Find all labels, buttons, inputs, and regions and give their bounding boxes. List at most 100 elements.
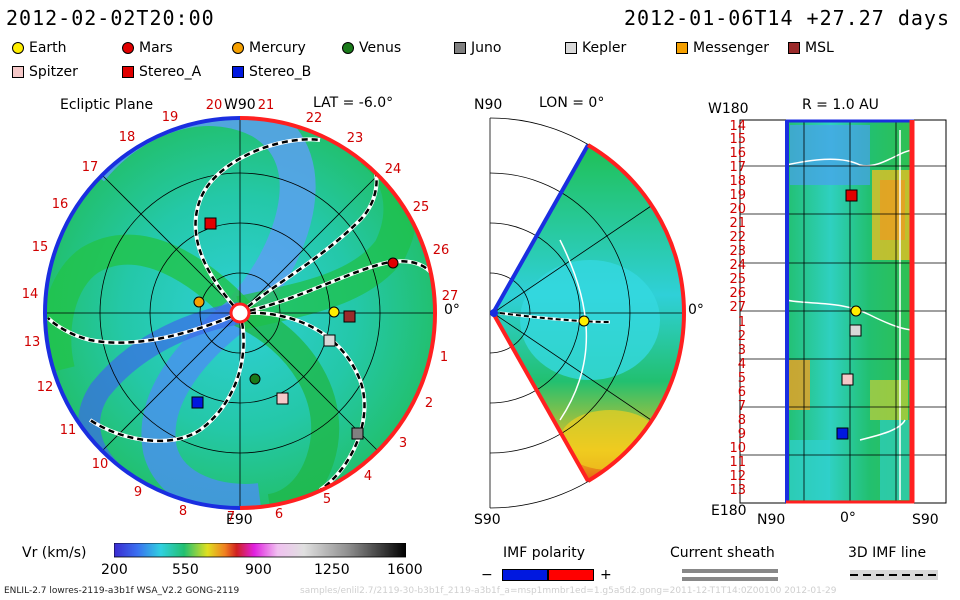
colorbar-tick-900: 900 [245, 562, 272, 578]
mercury-marker [193, 296, 205, 308]
radial-x-label-zero: 0° [840, 510, 856, 526]
day-tick: 25 [413, 200, 430, 215]
left-timestamp: 2012-02-02T20:00 [6, 6, 215, 30]
radial-y-tick: 11 [729, 455, 746, 470]
radial-y-tick: 19 [729, 188, 746, 203]
imf-negative-bar [502, 569, 548, 581]
legend-item-stereo-b: Stereo_B [232, 64, 311, 80]
radial-y-tick: 12 [729, 469, 746, 484]
radial-y-tick: 13 [729, 483, 746, 498]
legend-item-venus: Venus [342, 40, 401, 56]
right-timestamp: 2012-01-06T14 +27.27 days [623, 6, 950, 30]
day-tick: 23 [347, 131, 364, 146]
day-tick: 26 [433, 243, 450, 258]
radial-y-tick: 20 [729, 202, 746, 217]
model-info: ENLIL-2.7 lowres-2119-a3b1f WSA_V2.2 GON… [4, 586, 240, 596]
radial-y-tick: 23 [729, 244, 746, 259]
spitzer-marker-radial [841, 373, 854, 386]
day-tick: 3 [399, 436, 407, 451]
legend-item-mars: Mars [122, 40, 173, 56]
day-tick: 20 [206, 98, 223, 113]
imf-plus-sign: + [600, 567, 612, 583]
radial-top-left-label: W180 [708, 101, 749, 117]
day-tick: 4 [364, 469, 372, 484]
day-tick: 9 [134, 485, 142, 500]
day-tick: 7 [227, 510, 235, 525]
juno-marker-icon [454, 42, 466, 54]
msl-marker-icon [788, 42, 800, 54]
radial-y-tick: 24 [729, 258, 746, 273]
day-tick: 12 [37, 380, 54, 395]
day-tick: 19 [162, 110, 179, 125]
legend-item-spitzer: Spitzer [12, 64, 78, 80]
day-tick: 27 [442, 289, 459, 304]
imf-polarity-title: IMF polarity [503, 545, 586, 561]
meridional-top-label: N90 [474, 97, 503, 113]
legend-item-messenger: Messenger [676, 40, 769, 56]
current-sheath-swatch-2 [682, 577, 778, 581]
day-tick: 24 [385, 162, 402, 177]
radial-y-tick: 16 [729, 146, 746, 161]
day-tick: 1 [440, 350, 448, 365]
earth-marker-icon [12, 42, 24, 54]
radial-y-tick: 9 [738, 427, 746, 442]
radial-y-tick: 18 [729, 174, 746, 189]
legend-item-kepler: Kepler [565, 40, 626, 56]
radial-y-tick: 21 [729, 216, 746, 231]
legend-item-stereo-a: Stereo_A [122, 64, 201, 80]
imf-minus-sign: − [481, 567, 493, 583]
msl-marker [343, 310, 356, 323]
day-tick: 22 [306, 111, 323, 126]
day-tick: 10 [92, 457, 109, 472]
stereo-b-marker-radial [836, 427, 849, 440]
day-tick: 11 [60, 423, 77, 438]
spitzer-marker [276, 392, 289, 405]
imf-positive-bar [548, 569, 594, 581]
stereo-b-marker-icon [232, 66, 244, 78]
radial-y-tick: 17 [729, 160, 746, 175]
day-tick: 17 [82, 160, 99, 175]
radial-y-tick: 25 [729, 272, 746, 287]
stereo-a-marker [204, 217, 217, 230]
radial-y-tick: 14 [729, 119, 746, 134]
colorbar-tick-550: 550 [172, 562, 199, 578]
mercury-marker-icon [232, 42, 244, 54]
radial-y-tick: 6 [738, 385, 746, 400]
day-tick: 18 [119, 130, 136, 145]
day-tick: 8 [179, 504, 187, 519]
juno-marker [351, 427, 364, 440]
radial-y-tick: 2 [738, 329, 746, 344]
earth-marker-meridional [578, 315, 590, 327]
kepler-marker-radial [849, 324, 862, 337]
legend-item-msl: MSL [788, 40, 834, 56]
radial-y-tick: 27 [729, 300, 746, 315]
radial-y-tick: 7 [738, 399, 746, 414]
mars-marker [387, 257, 399, 269]
colorbar-tick-1250: 1250 [314, 562, 350, 578]
imf-3d-line-dash-icon [850, 574, 938, 576]
day-tick: 6 [275, 507, 283, 522]
day-tick: 2 [425, 396, 433, 411]
day-tick: 14 [22, 287, 39, 302]
ecliptic-top-label: W90 [224, 97, 256, 113]
legend-item-mercury: Mercury [232, 40, 306, 56]
stereo-a-marker-icon [122, 66, 134, 78]
messenger-marker-icon [676, 42, 688, 54]
spitzer-marker-icon [12, 66, 24, 78]
colorbar-title: Vr (km/s) [22, 545, 87, 561]
radial-x-label-s90: S90 [912, 512, 939, 528]
day-tick: 13 [24, 335, 41, 350]
venus-marker [249, 373, 261, 385]
radial-y-tick: 22 [729, 230, 746, 245]
kepler-marker [323, 334, 336, 347]
radial-y-tick: 8 [738, 413, 746, 428]
legend-item-earth: Earth [12, 40, 67, 56]
mars-marker-icon [122, 42, 134, 54]
radial-title: R = 1.0 AU [802, 97, 879, 113]
current-sheath-swatch [682, 569, 778, 573]
colorbar [114, 543, 406, 558]
meridional-right-label: 0° [688, 302, 704, 318]
